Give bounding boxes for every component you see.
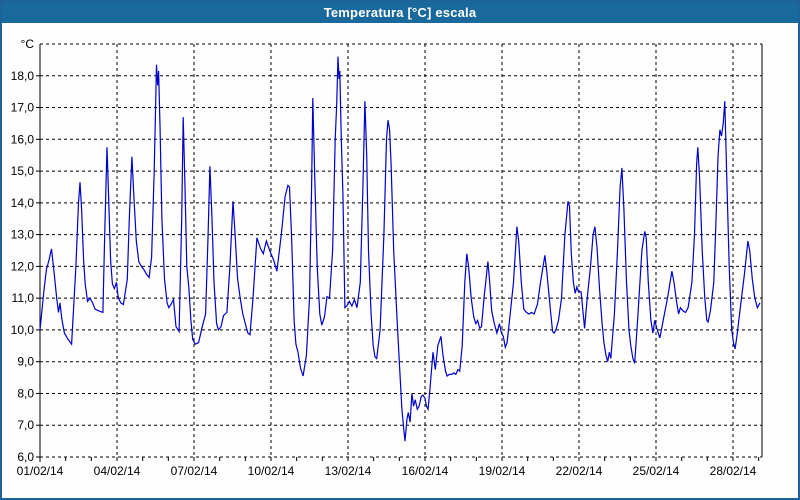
x-tick-label: 28/02/14 — [710, 464, 757, 478]
y-tick-label: 10,0 — [11, 323, 35, 337]
y-tick-label: 8,0 — [17, 386, 34, 400]
y-tick-label: 15,0 — [11, 164, 35, 178]
y-tick-label: 18,0 — [11, 69, 35, 83]
x-tick-label: 19/02/14 — [479, 464, 526, 478]
x-tick-label: 16/02/14 — [402, 464, 449, 478]
x-tick-label: 10/02/14 — [248, 464, 295, 478]
chart-title: Temperatura [°C] escala — [323, 5, 477, 20]
x-tick-label: 04/02/14 — [94, 464, 141, 478]
titlebar: Temperatura [°C] escala — [2, 2, 798, 23]
y-tick-label: 7,0 — [17, 418, 34, 432]
y-tick-label: 11,0 — [12, 291, 35, 305]
x-tick-label: 07/02/14 — [171, 464, 218, 478]
y-tick-label: 14,0 — [11, 196, 35, 210]
x-tick-label: 01/02/14 — [17, 464, 64, 478]
x-tick-label: 13/02/14 — [325, 464, 372, 478]
y-axis-unit-label: °C — [21, 37, 35, 51]
y-tick-label: 6,0 — [17, 450, 34, 464]
y-tick-label: 12,0 — [11, 259, 35, 273]
temperature-series-line — [39, 56, 761, 442]
x-tick-label: 22/02/14 — [556, 464, 603, 478]
x-tick-label: 25/02/14 — [633, 464, 680, 478]
y-tick-label: 9,0 — [17, 355, 34, 369]
y-tick-label: 13,0 — [11, 228, 35, 242]
y-tick-label: 16,0 — [11, 132, 35, 146]
y-tick-label: 17,0 — [11, 101, 35, 115]
